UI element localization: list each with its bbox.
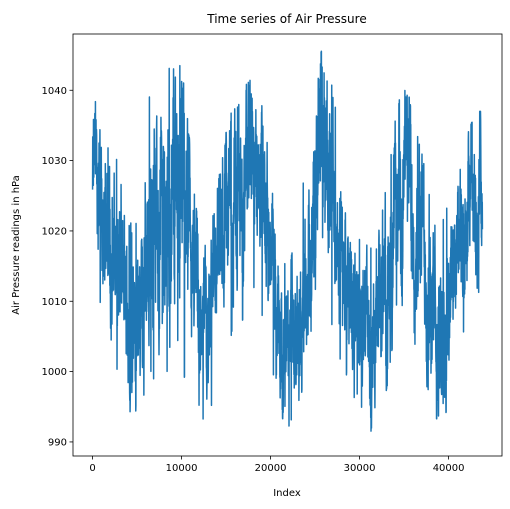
x-tick-label: 30000 [344, 463, 376, 474]
x-tick-label: 20000 [255, 463, 287, 474]
x-axis-ticks: 0 10000 20000 30000 40000 [89, 456, 465, 474]
plot-frame [72, 33, 503, 457]
y-tick-label: 990 [48, 437, 67, 448]
y-tick-label: 1000 [42, 367, 67, 378]
y-tick-label: 1010 [42, 297, 67, 308]
x-axis-label: Index [273, 488, 301, 499]
y-tick-label: 1040 [42, 86, 67, 97]
y-axis-label: Air Pressure readings in hPa [11, 175, 22, 315]
x-tick-label: 10000 [166, 463, 198, 474]
series-layer [91, 50, 484, 432]
series-line [91, 50, 484, 432]
y-tick-label: 1030 [42, 156, 67, 167]
chart-title: Time series of Air Pressure [206, 12, 366, 26]
x-tick-label: 0 [89, 463, 95, 474]
x-tick-label: 40000 [433, 463, 465, 474]
y-axis-ticks: 990 1000 1010 1020 1030 1040 [42, 86, 73, 448]
y-tick-label: 1020 [42, 226, 67, 237]
